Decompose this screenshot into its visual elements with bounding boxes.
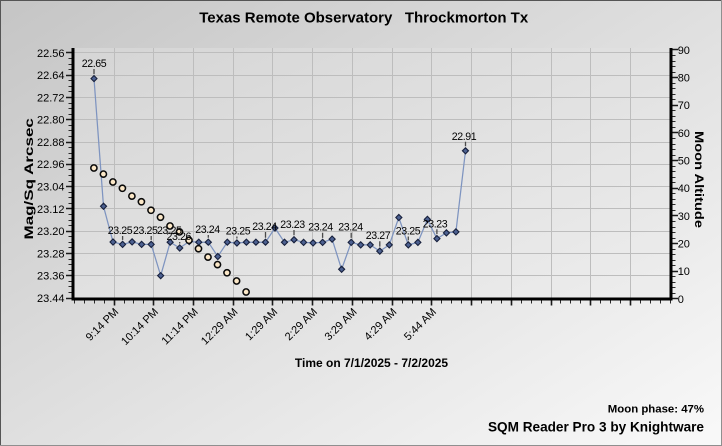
- svg-text:Moon phase: 47%: Moon phase: 47%: [608, 404, 704, 416]
- svg-text:23.26: 23.26: [167, 231, 192, 243]
- svg-text:50: 50: [678, 156, 690, 168]
- svg-text:22.88: 22.88: [37, 137, 65, 149]
- svg-text:23.23: 23.23: [423, 218, 448, 230]
- svg-text:23.24: 23.24: [195, 224, 220, 236]
- svg-text:22.56: 22.56: [37, 48, 65, 60]
- svg-text:23.25: 23.25: [396, 226, 421, 238]
- svg-text:23.27: 23.27: [366, 230, 391, 242]
- svg-text:22.80: 22.80: [37, 115, 65, 127]
- svg-text:20: 20: [678, 239, 690, 251]
- svg-text:23.12: 23.12: [37, 204, 65, 216]
- svg-text:40: 40: [678, 183, 690, 195]
- svg-text:22.72: 22.72: [37, 92, 65, 104]
- svg-text:22.91: 22.91: [452, 131, 477, 143]
- svg-text:22.64: 22.64: [37, 70, 65, 82]
- svg-text:23.04: 23.04: [37, 182, 65, 194]
- svg-text:23.24: 23.24: [338, 222, 363, 234]
- svg-text:90: 90: [678, 45, 690, 57]
- svg-text:Texas Remote Observatory Thr: Texas Remote Observatory Throckmorton Tx: [199, 10, 529, 27]
- svg-text:23.28: 23.28: [37, 248, 65, 260]
- svg-text:SQM Reader Pro 3 by Knightware: SQM Reader Pro 3 by Knightware: [488, 420, 704, 435]
- svg-text:70: 70: [678, 100, 690, 112]
- svg-text:Moon Altitude: Moon Altitude: [692, 131, 705, 228]
- svg-text:22.96: 22.96: [37, 159, 65, 171]
- svg-text:23.25: 23.25: [133, 225, 158, 237]
- svg-text:23.24: 23.24: [308, 222, 333, 234]
- svg-text:23.20: 23.20: [37, 226, 65, 238]
- svg-text:23.36: 23.36: [37, 271, 65, 283]
- svg-text:23.25: 23.25: [157, 225, 182, 237]
- svg-text:30: 30: [678, 211, 690, 223]
- svg-text:23.25: 23.25: [226, 226, 251, 238]
- svg-text:22.65: 22.65: [82, 58, 107, 70]
- svg-text:60: 60: [678, 128, 690, 140]
- svg-text:80: 80: [678, 73, 690, 85]
- svg-text:0: 0: [678, 294, 684, 306]
- svg-text:23.23: 23.23: [280, 219, 305, 231]
- svg-text:10: 10: [678, 266, 690, 278]
- svg-text:23.44: 23.44: [37, 293, 65, 305]
- svg-text:23.25: 23.25: [108, 225, 133, 237]
- svg-text:23.24: 23.24: [252, 221, 277, 233]
- svg-text:Mag/Sq Arcsec: Mag/Sq Arcsec: [23, 118, 36, 239]
- svg-text:Time on 7/1/2025 - 7/2/2025: Time on 7/1/2025 - 7/2/2025: [295, 356, 449, 370]
